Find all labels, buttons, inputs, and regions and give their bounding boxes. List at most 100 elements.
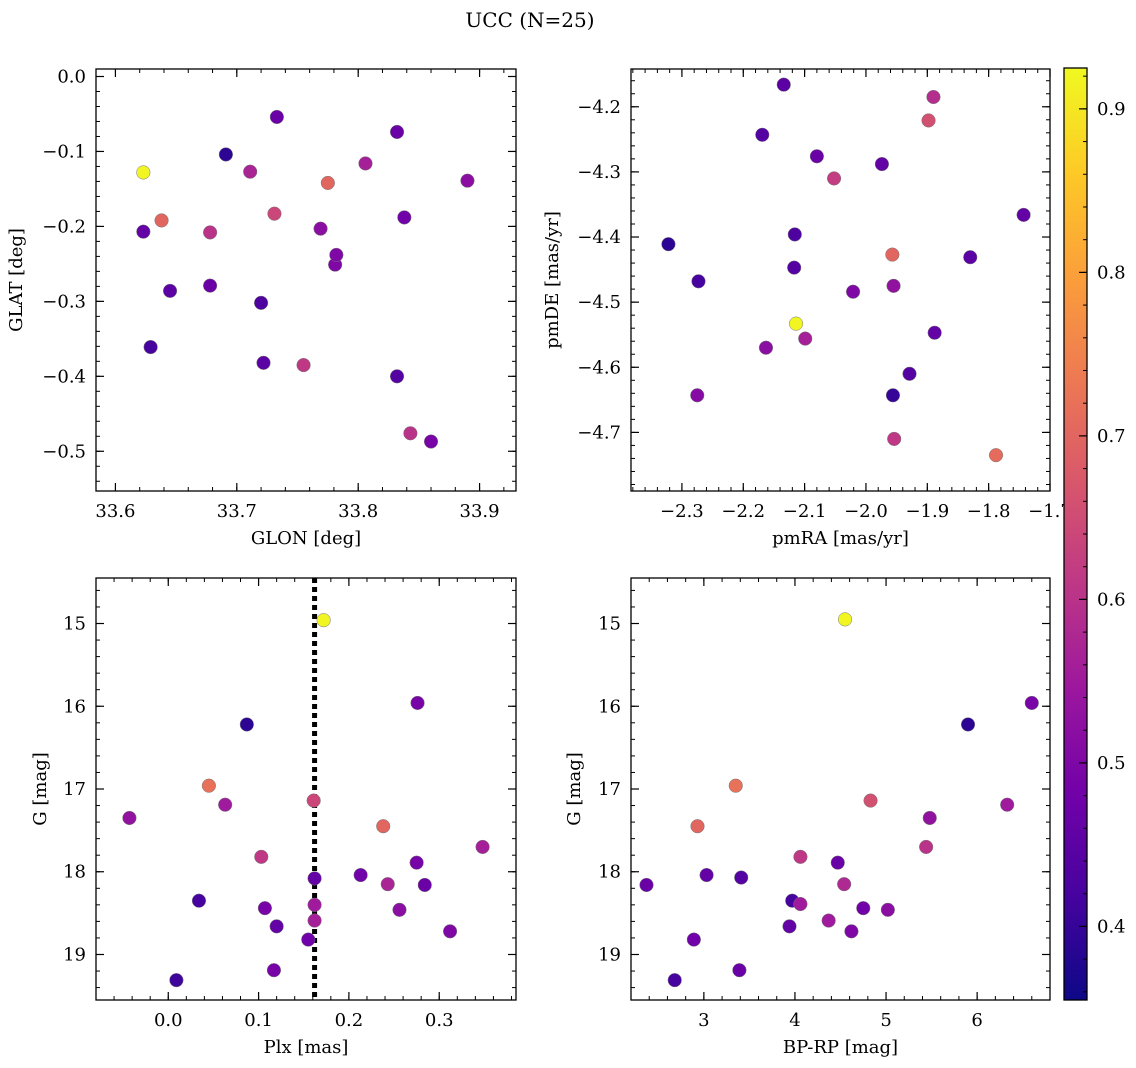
scatter-point	[809, 149, 824, 164]
scatter-point	[417, 877, 432, 893]
scatter-point	[136, 165, 151, 180]
x-axis-label: Plx [mas]	[264, 1037, 349, 1058]
scatter-point	[329, 247, 344, 262]
scatter-point	[201, 778, 216, 793]
x-tick-label: −1.8	[967, 501, 1011, 522]
scatter-point	[320, 175, 335, 190]
scatter-point	[122, 810, 137, 826]
scatter-point	[1016, 207, 1031, 222]
scatter-point	[301, 932, 316, 947]
x-tick-label: 0.2	[335, 1010, 364, 1031]
scatter-point	[307, 871, 322, 886]
scatter-point	[316, 613, 331, 628]
scatter-point	[143, 340, 158, 355]
scatter-point	[475, 839, 490, 854]
scatter-point	[863, 793, 878, 808]
y-tick-label: −4.3	[577, 162, 621, 183]
colorbar-tick-label: 0.7	[1097, 426, 1126, 447]
scatter-point	[963, 250, 978, 265]
scatter-point	[423, 434, 439, 449]
scatter-point	[460, 173, 475, 188]
scatter-point	[218, 147, 233, 162]
y-tick-label: −4.6	[577, 357, 621, 378]
y-tick-label: 15	[63, 614, 86, 635]
scatter-point	[306, 793, 321, 808]
figure-title: UCC (N=25)	[465, 8, 594, 32]
colorbar-tick-label: 0.4	[1097, 916, 1126, 937]
scatter-point	[690, 388, 705, 403]
scatter-point	[793, 896, 808, 912]
panel-glon-glat: 33.6 33.7 33.8 33.9 0.0 −0.1 −0.2 −0.3 −0.4 −0.5 G…	[6, 66, 517, 549]
scatter-point	[856, 901, 871, 916]
scatter-point	[639, 877, 654, 893]
x-tick-label: 0.1	[244, 1010, 273, 1031]
axes-frame	[95, 577, 517, 1001]
scatter-point	[1024, 695, 1039, 710]
scatter-point	[922, 810, 937, 826]
x-tick-label: 5	[880, 1010, 891, 1031]
scatter-point	[254, 849, 269, 864]
x-tick-label: −2.0	[844, 501, 888, 522]
scatter-point	[203, 278, 218, 293]
panel-bprp-g: 3 4 5 6 15 16 17 18 19 BP-RP [mag] G [mag]	[564, 577, 1051, 1058]
colorbar-tick-label: 0.9	[1097, 99, 1126, 120]
scatter-point	[389, 369, 405, 384]
scatter-point	[239, 717, 254, 732]
scatter-point	[358, 156, 373, 171]
scatter-point	[254, 295, 269, 310]
scatter-point	[887, 431, 902, 446]
colorbar-tick-label: 0.8	[1097, 262, 1126, 283]
scatter-point	[397, 210, 412, 225]
scatter-point	[690, 819, 705, 834]
axes-frame	[95, 68, 517, 492]
scatter-point	[380, 877, 395, 892]
scatter-point	[1000, 797, 1015, 812]
x-tick-label: 33.7	[217, 501, 257, 522]
scatter-point	[728, 778, 743, 793]
y-tick-label: 0.0	[57, 66, 86, 87]
scatter-point	[269, 109, 284, 125]
y-tick-label: 16	[598, 696, 621, 717]
colorbar: 0.4 0.5 0.6 0.7 0.8 0.9	[1063, 67, 1126, 1001]
y-axis-label: pmDE [mas/yr]	[542, 211, 563, 349]
y-tick-label: 19	[598, 944, 621, 965]
scatter-point	[755, 127, 770, 142]
scatter-point	[191, 893, 207, 908]
axes-frame	[630, 577, 1051, 1001]
x-axis-label: BP-RP [mag]	[783, 1037, 898, 1058]
y-tick-label: 18	[63, 862, 86, 883]
scatter-point	[256, 355, 271, 370]
panel-pmra-pmde: −2.3 −2.2 −2.1 −2.0 −1.9 −1.8 −1.7 −4.2 −4.3 −4.4…	[542, 68, 1072, 549]
scatter-point	[776, 77, 791, 92]
y-tick-label: −0.1	[42, 141, 86, 162]
scatter-point	[154, 213, 169, 228]
scatter-point	[667, 973, 682, 988]
scatter-point	[787, 227, 802, 242]
scatter-point	[827, 171, 842, 186]
scatter-point	[734, 870, 749, 885]
axes-frame	[630, 68, 1051, 492]
scatter-point	[269, 919, 284, 934]
y-tick-label: 16	[63, 696, 86, 717]
scatter-point	[886, 278, 901, 293]
x-tick-label: 0.0	[154, 1010, 183, 1031]
scatter-point	[844, 924, 859, 939]
scatter-point	[880, 902, 895, 917]
y-tick-label: −4.2	[577, 97, 621, 118]
scatter-point	[313, 221, 328, 236]
scatter-point	[392, 902, 407, 917]
x-tick-label: −2.1	[783, 501, 827, 522]
scatter-point	[443, 924, 458, 939]
scatter-point	[846, 284, 861, 299]
scatter-point	[927, 325, 942, 340]
scatter-point	[921, 113, 936, 128]
scatter-point	[376, 819, 391, 834]
x-tick-label: 33.9	[460, 501, 500, 522]
y-axis-label: GLAT [deg]	[6, 228, 27, 332]
scatter-point	[782, 919, 797, 934]
scatter-point	[410, 695, 425, 710]
scatter-point	[267, 206, 282, 221]
x-tick-label: 33.6	[95, 501, 135, 522]
y-tick-label: −4.5	[577, 292, 621, 313]
